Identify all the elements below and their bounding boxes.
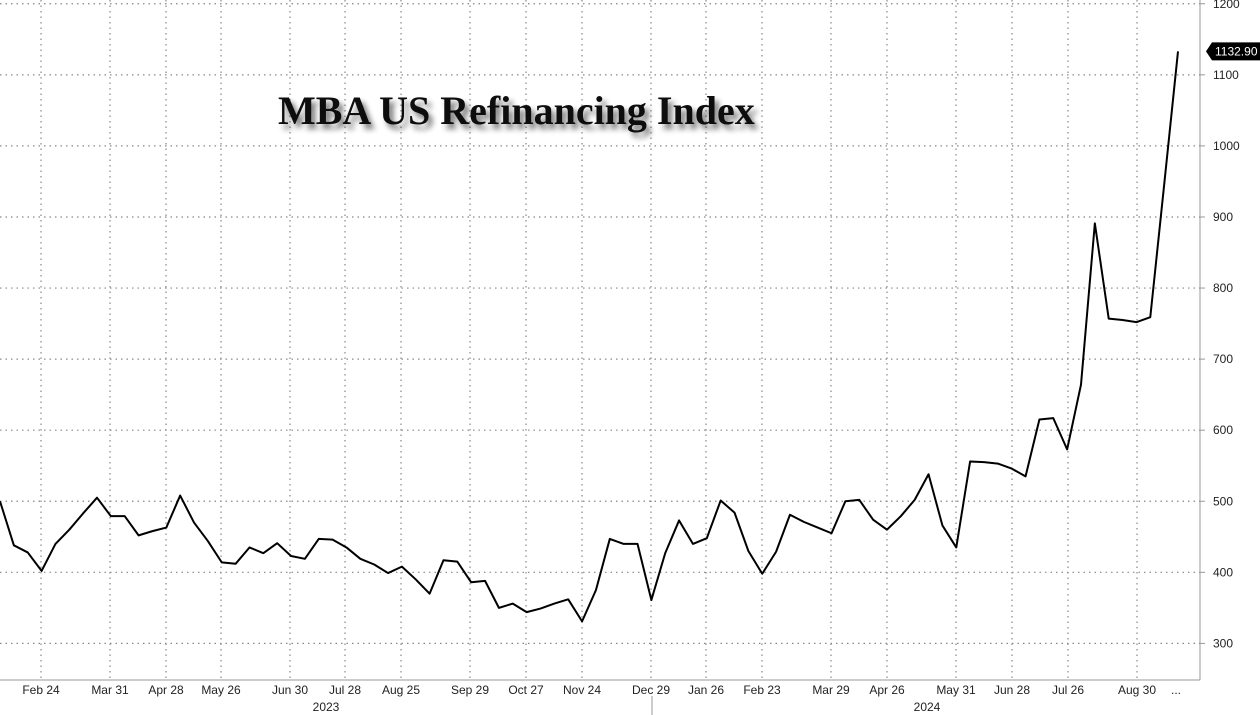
year-label-2023: 2023 [313, 700, 340, 714]
x-tick-label: Nov 24 [563, 683, 601, 697]
y-tick-label: 900 [1213, 210, 1233, 224]
year-label-2024: 2024 [914, 700, 941, 714]
y-axis-ticks: 300 400 500 600 700 800 900 1000 1100 1200 [1200, 0, 1240, 650]
last-value-label: 1132.90 [1206, 42, 1260, 61]
x-tick-label: Jun 28 [994, 683, 1030, 697]
x-tick-label: Jul 28 [329, 683, 361, 697]
x-tick-label: Dec 29 [632, 683, 670, 697]
series-line [0, 51, 1179, 623]
y-tick-label: 600 [1213, 423, 1233, 437]
x-tick-label: ... [1171, 683, 1181, 697]
x-tick-label: Sep 29 [451, 683, 489, 697]
x-tick-label: Feb 23 [743, 683, 781, 697]
x-tick-label: Jul 26 [1052, 683, 1084, 697]
chart-title: MBA US Refinancing Index [278, 88, 755, 133]
plot-background [0, 0, 1200, 680]
last-value-label-background [1206, 42, 1260, 61]
x-tick-label: Aug 25 [382, 683, 420, 697]
x-tick-label: Jun 30 [272, 683, 308, 697]
x-tick-label: Oct 27 [508, 683, 544, 697]
x-tick-label: Apr 28 [148, 683, 184, 697]
x-tick-label: Apr 26 [869, 683, 905, 697]
y-tick-label: 800 [1213, 281, 1233, 295]
x-tick-label: Feb 24 [22, 683, 60, 697]
last-value-label-text: 1132.90 [1215, 44, 1258, 58]
y-tick-label: 300 [1213, 636, 1233, 650]
y-tick-label: 500 [1213, 494, 1233, 508]
x-tick-label: Mar 31 [91, 683, 129, 697]
x-tick-label: Aug 30 [1118, 683, 1156, 697]
x-axis-ticks: Feb 24 Mar 31 Apr 28 May 26 Jun 30 Jul 28 Aug … [22, 683, 1181, 697]
x-tick-label: May 31 [936, 683, 976, 697]
y-tick-label: 1100 [1213, 68, 1239, 82]
x-tick-label: Mar 29 [812, 683, 850, 697]
y-tick-label: 400 [1213, 565, 1233, 579]
x-tick-label: Jan 26 [688, 683, 724, 697]
x-tick-label: May 26 [201, 683, 241, 697]
y-tick-label: 1000 [1213, 139, 1240, 153]
y-tick-label: 1200 [1213, 0, 1240, 11]
y-tick-label: 700 [1213, 352, 1233, 366]
